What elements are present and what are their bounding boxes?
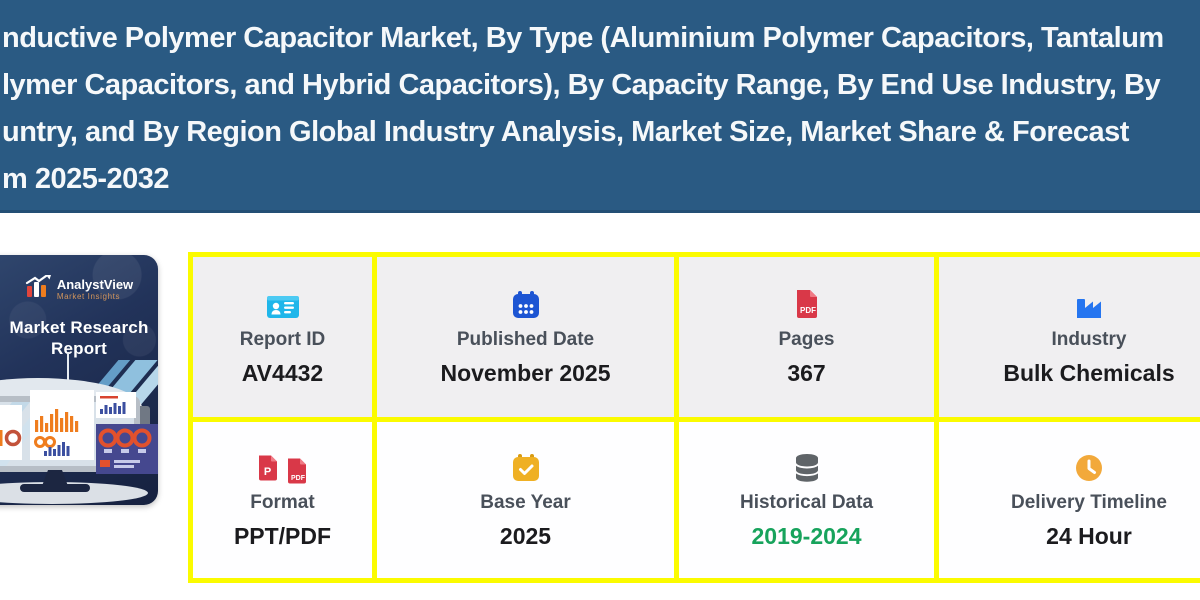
pointer-line xyxy=(67,352,69,388)
report-title-line-1: nductive Polymer Capacitor Market, By Ty… xyxy=(2,22,1164,54)
factory-icon xyxy=(1073,288,1105,320)
svg-text:P: P xyxy=(263,466,270,478)
svg-text:PDF: PDF xyxy=(291,475,306,482)
info-cell-format: P PDF Format PPT/PDF xyxy=(193,422,372,578)
report-cover-card: AnalystView Market Insights Market Resea… xyxy=(0,255,158,505)
info-label: Report ID xyxy=(239,328,326,350)
brand-logo: AnalystView Market Insights xyxy=(25,274,134,304)
info-value: AV4432 xyxy=(241,359,324,386)
info-value: Bulk Chemicals xyxy=(1003,359,1175,386)
report-title-line-3: untry, and By Region Global Industry Ana… xyxy=(2,116,1129,148)
cover-card-content: AnalystView Market Insights Market Resea… xyxy=(0,255,158,359)
report-title-line-4: m 2025-2032 xyxy=(2,163,170,195)
cover-title-line-1: Market Research xyxy=(9,318,149,337)
id-card-icon xyxy=(266,288,300,320)
brand-tagline: Market Insights xyxy=(56,291,121,301)
info-label: Historical Data xyxy=(739,491,874,513)
info-cell-historical-data: Historical Data 2019-2024 xyxy=(679,422,934,578)
cover-title-line-2: Report xyxy=(51,339,107,358)
cover-card-title: Market Research Report xyxy=(9,317,148,359)
svg-text:PDF: PDF xyxy=(800,306,816,315)
info-label: Pages xyxy=(778,328,835,350)
brand-name: AnalystView xyxy=(56,276,134,292)
info-cell-base-year: Base Year 2025 xyxy=(377,422,674,578)
info-value: PPT/PDF xyxy=(233,522,332,549)
info-cell-delivery-timeline: Delivery Timeline 24 Hour xyxy=(939,422,1200,578)
report-title: nductive Polymer Capacitor Market, By Ty… xyxy=(0,0,1200,203)
info-cell-published-date: Published Date November 2025 xyxy=(377,257,674,417)
info-value: 2019-2024 xyxy=(751,522,862,549)
info-value: 24 Hour xyxy=(1046,522,1132,549)
file-ppt-pdf-icon: P PDF xyxy=(257,451,309,483)
analystview-logo-icon xyxy=(25,274,51,304)
info-cell-industry: Industry Bulk Chemicals xyxy=(939,257,1200,417)
brand-text: AnalystView Market Insights xyxy=(56,276,134,302)
info-label: Base Year xyxy=(480,491,571,513)
info-label: Format xyxy=(250,491,315,513)
info-value: 2025 xyxy=(499,522,552,549)
database-icon xyxy=(793,451,821,483)
report-title-line-2: lymer Capacitors, and Hybrid Capacitors)… xyxy=(2,69,1161,101)
info-label: Delivery Timeline xyxy=(1011,491,1167,513)
report-info-grid: Report ID AV4432 Published Date November… xyxy=(188,252,1200,583)
report-title-banner: nductive Polymer Capacitor Market, By Ty… xyxy=(0,0,1200,213)
calendar-check-icon xyxy=(511,451,541,483)
info-cell-report-id: Report ID AV4432 xyxy=(193,257,372,417)
clock-icon xyxy=(1074,451,1104,483)
file-pdf-icon: PDF xyxy=(794,288,820,320)
charts-monitor-illustration xyxy=(0,360,158,504)
calendar-icon xyxy=(511,288,541,320)
info-label: Published Date xyxy=(456,328,595,350)
info-value: 367 xyxy=(787,359,826,386)
info-value: November 2025 xyxy=(440,359,611,386)
info-label: Industry xyxy=(1051,328,1127,350)
info-cell-pages: PDF Pages 367 xyxy=(679,257,934,417)
